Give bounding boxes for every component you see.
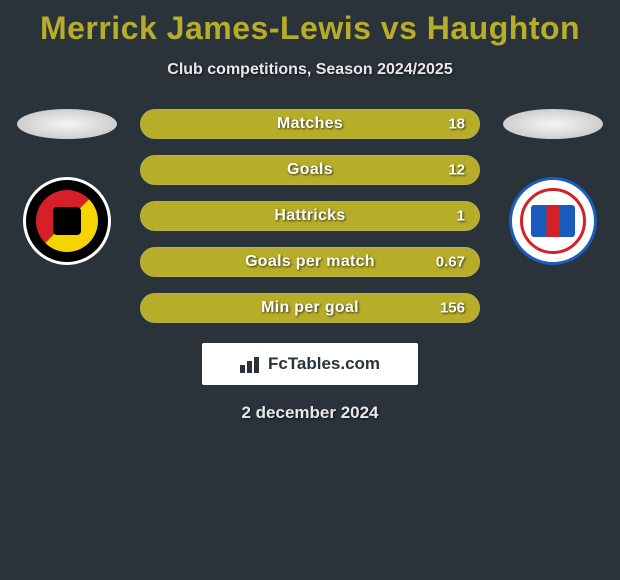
stat-bar: Goals per match 0.67 — [140, 247, 480, 277]
comparison-card: Merrick James-Lewis vs Haughton Club com… — [0, 0, 620, 580]
stat-bar: Hattricks 1 — [140, 201, 480, 231]
left-side — [12, 109, 122, 265]
stat-label: Matches — [277, 115, 343, 133]
stat-label: Min per goal — [261, 299, 359, 317]
player-silhouette-right — [503, 109, 603, 139]
page-title: Merrick James-Lewis vs Haughton — [0, 0, 620, 47]
stat-label: Goals — [287, 161, 333, 179]
stat-value: 18 — [448, 116, 465, 133]
stats-column: Matches 18 Goals 12 Hattricks 1 Goals pe… — [140, 109, 480, 323]
stat-bar: Goals 12 — [140, 155, 480, 185]
subtitle: Club competitions, Season 2024/2025 — [0, 61, 620, 79]
brand-text: FcTables.com — [268, 354, 380, 374]
stat-label: Goals per match — [245, 253, 375, 271]
bar-chart-icon — [240, 355, 262, 373]
stat-value: 1 — [457, 208, 465, 225]
team-crest-right — [509, 177, 597, 265]
body-row: Matches 18 Goals 12 Hattricks 1 Goals pe… — [0, 109, 620, 323]
date-label: 2 december 2024 — [0, 403, 620, 423]
player-silhouette-left — [17, 109, 117, 139]
stat-value: 156 — [440, 300, 465, 317]
stat-bar: Min per goal 156 — [140, 293, 480, 323]
stat-label: Hattricks — [274, 207, 345, 225]
stat-value: 0.67 — [436, 254, 465, 271]
stat-bar: Matches 18 — [140, 109, 480, 139]
stat-value: 12 — [448, 162, 465, 179]
right-side — [498, 109, 608, 265]
brand-badge[interactable]: FcTables.com — [202, 343, 418, 385]
team-crest-left — [23, 177, 111, 265]
